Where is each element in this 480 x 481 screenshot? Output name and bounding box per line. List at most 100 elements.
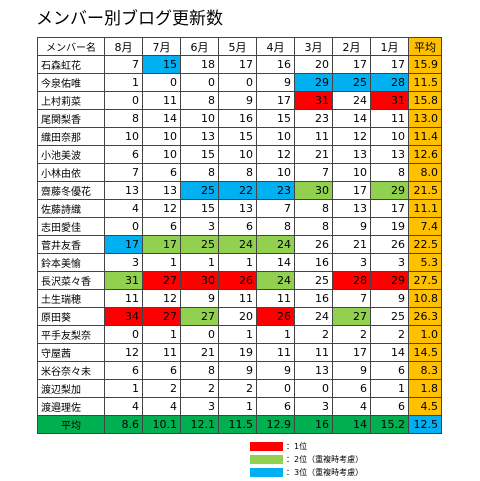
row: 上村莉菜 0 11 8 9 17 31 24 31 15.8	[37, 91, 442, 110]
member-name: 渡辺梨加	[37, 379, 105, 398]
cell: 2	[180, 379, 219, 398]
row: 小林由依 7 6 8 8 10 7 10 8 8.0	[37, 163, 442, 182]
row: 原田葵 34 27 27 20 26 24 27 25 26.3	[37, 307, 442, 326]
member-name: 志田愛佳	[37, 217, 105, 236]
cell: 6	[370, 397, 409, 416]
cell: 24	[256, 271, 295, 290]
cell: 20	[218, 307, 257, 326]
header-cell: 8月	[104, 37, 143, 56]
cell: 16	[294, 415, 333, 434]
cell: 4.5	[408, 397, 442, 416]
cell: 25	[180, 181, 219, 200]
cell: 6	[370, 361, 409, 380]
header-cell: 1月	[370, 37, 409, 56]
cell: 15.9	[408, 55, 442, 74]
member-name: 米谷奈々未	[37, 361, 105, 380]
member-name: 菅井友香	[37, 235, 105, 254]
cell: 10	[370, 127, 409, 146]
cell: 15	[180, 199, 219, 218]
footer-label: 平均	[37, 415, 105, 434]
cell: 10.1	[142, 415, 181, 434]
cell: 7	[104, 163, 143, 182]
cell: 9	[256, 73, 295, 92]
cell: 4	[104, 199, 143, 218]
member-name: 長沢菜々香	[37, 271, 105, 290]
cell: 21	[332, 235, 371, 254]
cell: 8.0	[408, 163, 442, 182]
cell: 26	[370, 235, 409, 254]
cell: 6	[218, 217, 257, 236]
cell: 6	[142, 163, 181, 182]
member-name: 小林由依	[37, 163, 105, 182]
cell: 8	[370, 163, 409, 182]
row: 米谷奈々未 6 6 8 9 9 13 9 6 8.3	[37, 361, 442, 380]
cell: 10	[332, 163, 371, 182]
cell: 6	[142, 361, 181, 380]
cell: 7	[104, 55, 143, 74]
cell: 12.9	[256, 415, 295, 434]
cell: 3	[180, 397, 219, 416]
row: 織田奈那 10 10 13 15 10 11 12 10 11.4	[37, 127, 442, 146]
header-cell: メンバー名	[37, 37, 105, 56]
cell: 31	[104, 271, 143, 290]
cell: 14	[256, 253, 295, 272]
cell: 0	[142, 73, 181, 92]
cell: 11	[142, 91, 181, 110]
footer-row: 平均 8.6 10.1 12.1 11.5 12.9 16 14 15.2 12.5	[37, 415, 442, 434]
member-name: 渡邉理佐	[37, 397, 105, 416]
cell: 10	[256, 163, 295, 182]
cell: 1	[104, 379, 143, 398]
cell: 0	[180, 325, 219, 344]
cell: 17	[332, 181, 371, 200]
cell: 13	[218, 199, 257, 218]
header-cell: 平均	[408, 37, 442, 56]
cell: 2	[142, 379, 181, 398]
cell: 9	[180, 289, 219, 308]
cell: 20	[294, 55, 333, 74]
cell: 17	[256, 91, 295, 110]
cell: 17	[142, 235, 181, 254]
row: 菅井友香 17 17 25 24 24 26 21 26 22.5	[37, 235, 442, 254]
cell: 1.8	[408, 379, 442, 398]
cell: 3	[294, 397, 333, 416]
cell: 1	[142, 253, 181, 272]
cell: 22	[218, 181, 257, 200]
cell: 11	[142, 343, 181, 362]
legend: ：1位 ：2位（重複時考慮） ：3位（重複時考慮）	[250, 440, 363, 479]
cell: 27	[142, 307, 181, 326]
header-cell: 5月	[218, 37, 257, 56]
cell: 17	[332, 343, 371, 362]
cell: 17	[370, 199, 409, 218]
legend-label: ：1位	[286, 442, 308, 451]
cell: 10	[104, 127, 143, 146]
cell: 1	[256, 325, 295, 344]
cell: 19	[218, 343, 257, 362]
cell: 9	[218, 361, 257, 380]
cell: 11.1	[408, 199, 442, 218]
cell: 0	[218, 73, 257, 92]
row: 鈴本美愉 3 1 1 1 14 16 3 3 5.3	[37, 253, 442, 272]
cell: 24	[256, 235, 295, 254]
cell: 11.4	[408, 127, 442, 146]
cell: 8	[218, 163, 257, 182]
row: 守屋茜 12 11 21 19 11 11 17 14 14.5	[37, 343, 442, 362]
row: 今泉佑唯 1 0 0 0 9 29 25 28 11.5	[37, 73, 442, 92]
cell: 19	[370, 217, 409, 236]
row: 小池美波 6 10 15 10 12 21 13 13 12.6	[37, 145, 442, 164]
member-name: 織田奈那	[37, 127, 105, 146]
member-name: 今泉佑唯	[37, 73, 105, 92]
cell: 12	[142, 199, 181, 218]
row: 渡辺梨加 1 2 2 2 0 0 6 1 1.8	[37, 379, 442, 398]
cell: 12	[142, 289, 181, 308]
cell: 0	[294, 379, 333, 398]
cell: 3	[370, 253, 409, 272]
row: 渡邉理佐 4 4 3 1 6 3 4 6 4.5	[37, 397, 442, 416]
cell: 22.5	[408, 235, 442, 254]
cell: 1	[370, 379, 409, 398]
member-name: 上村莉菜	[37, 91, 105, 110]
cell: 3	[104, 253, 143, 272]
cell: 8	[180, 361, 219, 380]
cell: 2	[218, 379, 257, 398]
cell: 10	[180, 109, 219, 128]
